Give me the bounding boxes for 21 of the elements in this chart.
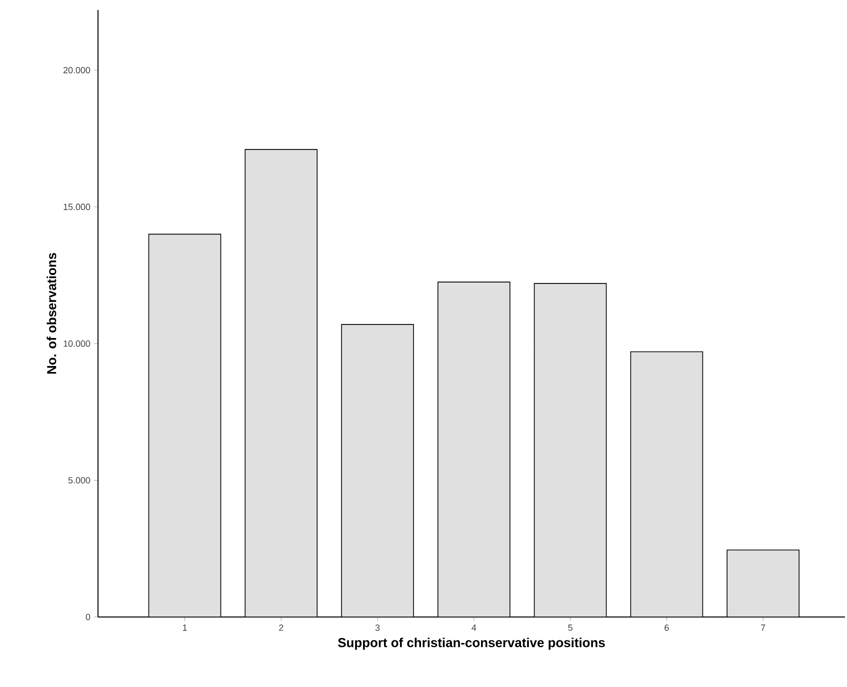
x-tick-label: 5 xyxy=(568,624,572,631)
bar xyxy=(148,234,222,617)
bar xyxy=(534,283,607,617)
bar xyxy=(726,550,800,617)
x-tick-label: 2 xyxy=(279,624,284,631)
x-tick-label: 3 xyxy=(375,624,380,631)
x-tick-label: 6 xyxy=(664,624,669,631)
bar xyxy=(341,324,414,617)
y-tick-label: 15.000 xyxy=(64,204,90,210)
bar xyxy=(438,282,510,617)
y-tick-label: 20.000 xyxy=(64,66,90,74)
x-tick-label: 1 xyxy=(182,624,187,631)
y-tick-label: 5.000 xyxy=(68,477,90,484)
y-tick-label: 10.000 xyxy=(64,340,90,347)
bar xyxy=(244,149,318,617)
bar xyxy=(630,351,704,617)
y-axis-title: No. of observations xyxy=(46,252,56,374)
x-tick-label: 4 xyxy=(472,624,476,631)
x-axis-title: Support of christian-conservative positions xyxy=(338,638,605,650)
y-tick-label: 0 xyxy=(86,614,90,620)
x-tick-label: 7 xyxy=(761,624,766,631)
